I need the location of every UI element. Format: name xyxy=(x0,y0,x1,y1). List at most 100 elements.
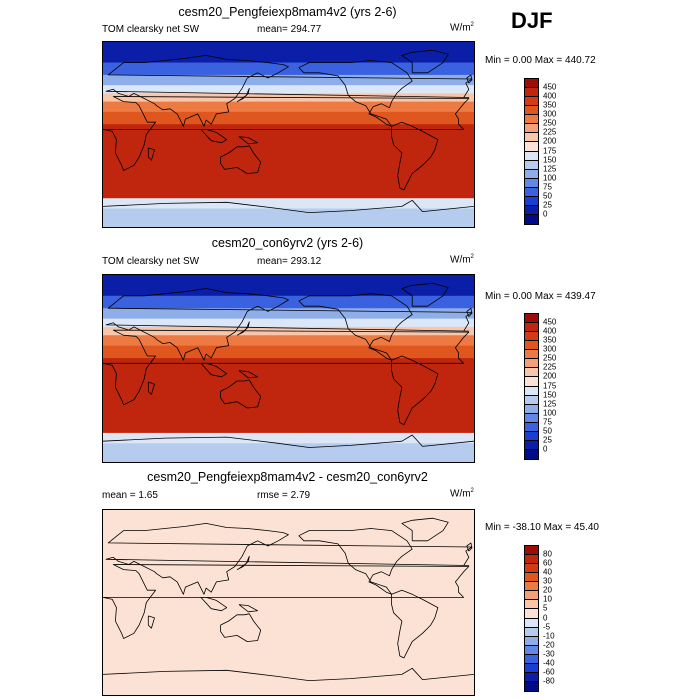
panel2-colorbar-cell-9 xyxy=(525,395,538,405)
panel1-colorbar-tick-label: 150 xyxy=(543,155,557,165)
panel1-colorbar-tick-label: 300 xyxy=(543,109,557,119)
panel3-colorbar-cell-8 xyxy=(525,618,538,628)
panel1-colorbar-cell-11 xyxy=(525,178,538,188)
panel3-coastline-8 xyxy=(238,604,259,613)
panel1-coastline-6 xyxy=(103,199,474,214)
panel1-colorbar-cell-12 xyxy=(525,187,538,197)
panel2-colorbar-cell-10 xyxy=(525,404,538,414)
panel2-lat-band-6 xyxy=(103,345,474,359)
panel3-colorbar-cell-11 xyxy=(525,645,538,655)
panel2-lat-band-5 xyxy=(103,335,474,347)
panel1-coastline-10 xyxy=(466,74,473,84)
panel2-title: cesm20_con6yrv2 (yrs 2-6) xyxy=(211,236,364,250)
panel3-colorbar-cell-10 xyxy=(525,636,538,646)
panel2-coastline-2 xyxy=(391,355,439,426)
panel2-colorbar-cell-7 xyxy=(525,377,538,387)
panel1-map xyxy=(102,41,475,228)
panel2-coastline-4 xyxy=(103,329,470,406)
panel1-colorbar-cell-6 xyxy=(525,133,538,143)
panel3-colorbar-tick-label: 60 xyxy=(543,558,552,568)
panel2-colorbar-tick-label: 175 xyxy=(543,381,557,390)
panel2-lat-band-7 xyxy=(103,358,474,434)
panel1-coastline-3 xyxy=(105,54,473,127)
panel3-colorbar-tick-label: 20 xyxy=(543,585,552,595)
panel1-lat-band-3 xyxy=(103,85,474,94)
panel2-colorbar-tick-label: 400 xyxy=(543,326,557,336)
panel3-coastline-1 xyxy=(401,517,449,542)
panel1-lat-band-0 xyxy=(103,42,474,64)
panel3-coastline-4 xyxy=(103,564,470,639)
panel3-colorbar-tick-label: 30 xyxy=(543,576,552,586)
panel2-lat-band-1 xyxy=(103,295,474,309)
panel1-coastline-7 xyxy=(200,129,228,144)
panel1-lat-band-1 xyxy=(103,62,474,76)
panel2-coastline-6 xyxy=(103,434,474,448)
panel3-coastline-7 xyxy=(200,597,228,612)
panel2-colorbar-tick-label: 0 xyxy=(543,444,548,454)
panel2-variable-label: TOM clearsky net SW xyxy=(102,256,200,267)
panel1-lat-band-5 xyxy=(103,101,474,113)
panel1-lat-band-7 xyxy=(103,124,474,199)
panel3-colorbar-cell-12 xyxy=(525,654,538,664)
panel2-colorbar-tick-label: 150 xyxy=(543,390,557,400)
panel3-colorbar-tick-label: 10 xyxy=(543,594,552,604)
panel2-map-svg xyxy=(103,275,474,462)
panel2-colorbar-cell-2 xyxy=(525,332,538,342)
panel1-colorbar-tick-label: 175 xyxy=(543,146,557,155)
panel1-coastline-11 xyxy=(147,147,155,161)
panel3-min-max: Min = -38.10 Max = 45.40 xyxy=(485,522,599,533)
panel1-map-svg xyxy=(103,42,474,227)
panel1-lat-band-9 xyxy=(103,208,474,227)
panel3-coastline-2 xyxy=(391,589,439,659)
panel2-colorbar-tick-label: 50 xyxy=(543,426,552,436)
panel3-colorbar-cell-7 xyxy=(525,609,538,619)
panel1-lat-band-8 xyxy=(103,198,474,210)
panel2-lat-band-2 xyxy=(103,308,474,320)
panel1-colorbar-cell-1 xyxy=(525,88,538,98)
panel3-colorbar-cell-0 xyxy=(525,546,538,556)
panel3-coastline-10 xyxy=(466,542,473,552)
panel2-colorbar-cell-13 xyxy=(525,431,538,441)
panel2-colorbar-cell-14 xyxy=(525,440,538,450)
panel2-coastline-9 xyxy=(236,321,250,336)
panel1-variable-label: TOM clearsky net SW xyxy=(102,24,200,35)
panel1-colorbar-cell-8 xyxy=(525,151,538,161)
panel2-colorbar-cell-6 xyxy=(525,368,538,378)
panel2-colorbar-tick-label: 25 xyxy=(543,435,552,445)
panel1-colorbar-cell-9 xyxy=(525,160,538,170)
panel2-colorbar-tick-label: 75 xyxy=(543,417,552,427)
panel1-lat-band-6 xyxy=(103,111,474,125)
panel2-colorbar-tick-label: 100 xyxy=(543,408,557,418)
panel3-units: W/m2 xyxy=(450,488,474,500)
panel3-colorbar xyxy=(524,545,539,692)
panel2-colorbar-cell-15 xyxy=(525,449,538,459)
panel3-colorbar-tick-label: -40 xyxy=(543,658,555,668)
panel3-colorbar-cell-15 xyxy=(525,681,538,691)
panel1-colorbar-tick-label: 75 xyxy=(543,182,552,192)
panel3-colorbar-tick-label: 40 xyxy=(543,567,552,577)
panel3-title: cesm20_Pengfeiexp8mam4v2 - cesm20_con6yr… xyxy=(147,470,428,484)
panel3-rmse-label: rmse = 2.79 xyxy=(257,490,311,501)
panel1-colorbar-tick-label: 100 xyxy=(543,173,557,183)
panel3-colorbar-tick-label: 0 xyxy=(543,613,548,622)
panel1-colorbar-tick-label: 125 xyxy=(543,164,557,174)
panel1-mean-label: mean= 294.77 xyxy=(257,24,322,35)
panel2-colorbar-cell-5 xyxy=(525,359,538,369)
panel3-colorbar-tick-label: -80 xyxy=(543,676,555,686)
panel3-coastline-3 xyxy=(105,522,473,595)
panel1-colorbar-cell-3 xyxy=(525,106,538,116)
panel2-colorbar-cell-3 xyxy=(525,341,538,351)
panel1-colorbar-tick-label: 225 xyxy=(543,127,557,137)
panel1-colorbar-cell-0 xyxy=(525,79,538,89)
panel1-min-max: Min = 0.00 Max = 440.72 xyxy=(485,55,596,66)
panel2-colorbar-cell-12 xyxy=(525,422,538,432)
panel1-colorbar-cell-2 xyxy=(525,97,538,107)
panel2-map xyxy=(102,274,475,463)
panel1-colorbar-cell-14 xyxy=(525,205,538,215)
season-label: DJF xyxy=(511,8,553,33)
panel1-colorbar-cell-15 xyxy=(525,214,538,224)
panel2-colorbar xyxy=(524,313,539,460)
panel3-colorbar-cell-2 xyxy=(525,564,538,574)
panel2-coastline-8 xyxy=(238,370,259,379)
panel3-colorbar-tick-label: -10 xyxy=(543,631,555,641)
